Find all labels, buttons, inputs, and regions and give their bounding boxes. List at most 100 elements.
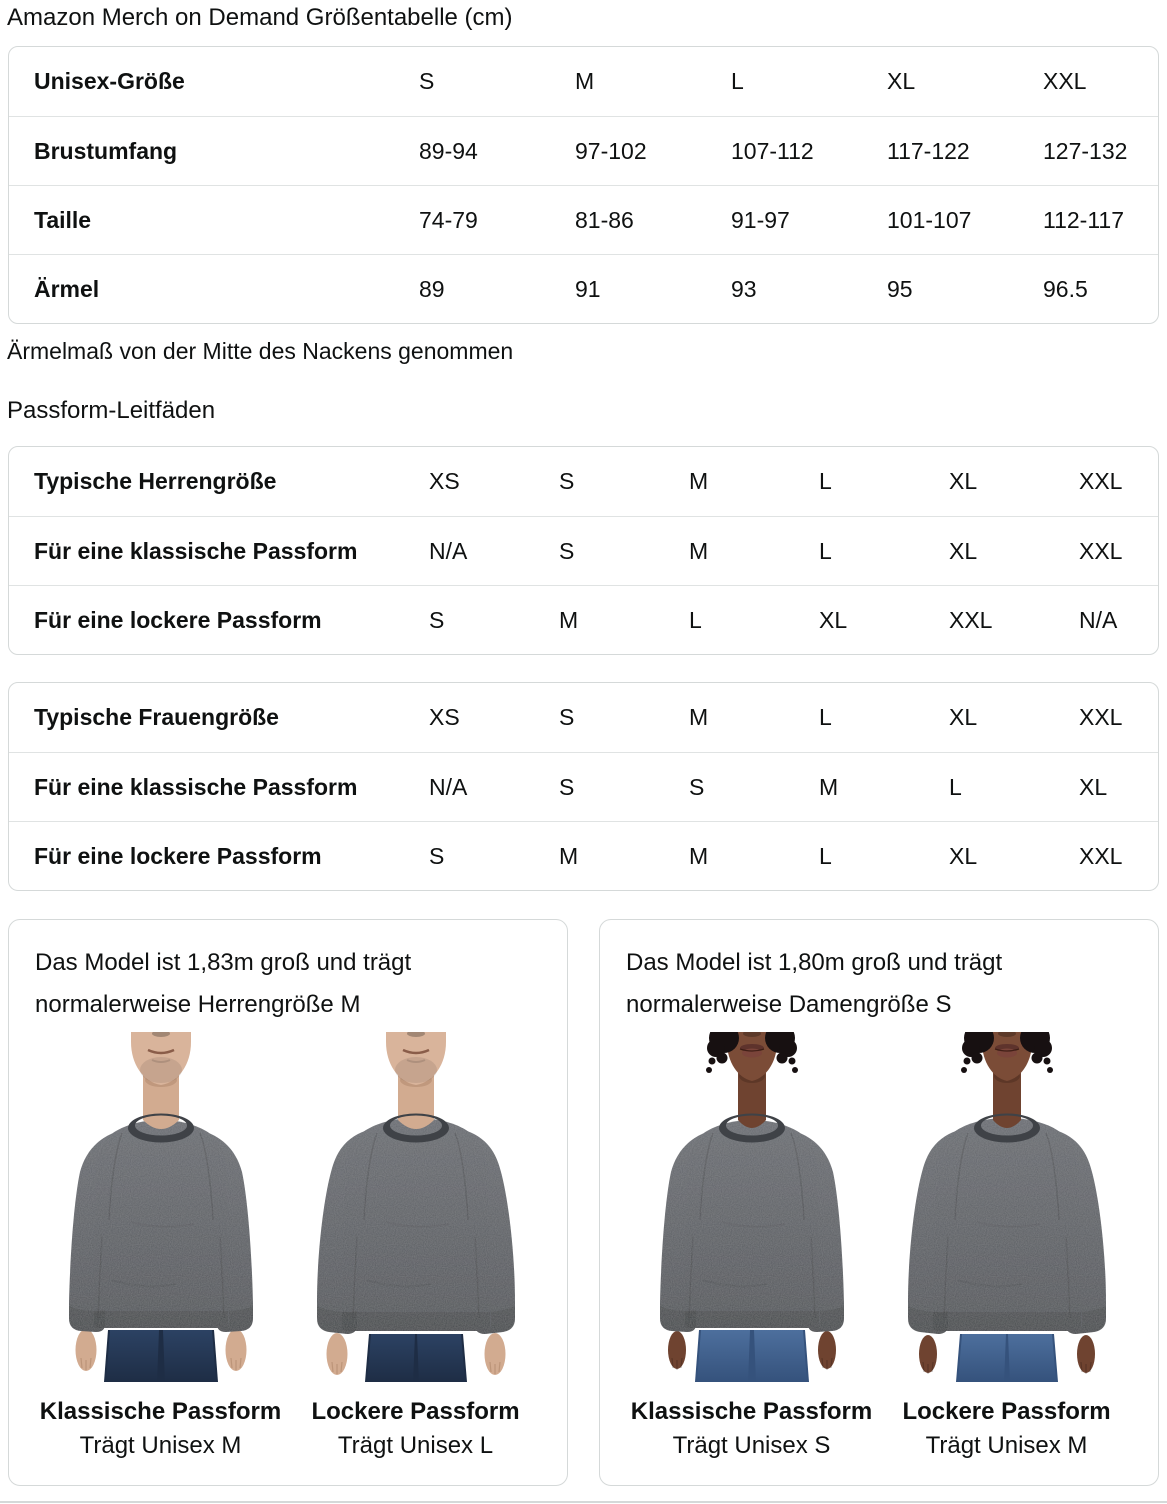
womens-fit-table: Typische Frauengröße XS S M L XL XXL Für eine k… [8, 682, 1159, 891]
size-cell: 81-86 [575, 206, 634, 233]
table-row: Ärmel 89 91 93 95 96.5 [9, 254, 1158, 323]
fit-label: Lockere Passform [311, 1398, 520, 1425]
wears-label: Trägt Unisex M [79, 1432, 242, 1459]
size-cell: 91 [575, 275, 601, 302]
size-cell: L [819, 537, 832, 564]
table-row: Typische Frauengröße XS S M L XL XXL [9, 683, 1158, 752]
size-cell: 107-112 [731, 137, 814, 164]
hair [960, 1032, 1053, 1073]
model-description: Das Model ist 1,80m groß und trägt norma… [626, 949, 1003, 1018]
womens-fit-card: Das Model ist 1,80m groß und trägt norma… [599, 919, 1159, 1486]
head [726, 1032, 777, 1128]
fit-guides-heading: Passform-Leitfäden [7, 397, 216, 424]
size-cell: XL [1079, 773, 1108, 800]
fit-label: Lockere Passform [902, 1398, 1111, 1425]
collar [718, 1113, 785, 1143]
jeans [694, 1330, 809, 1382]
model-figures: Klassische Passform Trägt Unisex S Lockere… [624, 1032, 1134, 1460]
mens-fit-card: Das Model ist 1,83m groß und trägt norma… [8, 919, 568, 1486]
size-cell: S [559, 468, 575, 494]
size-cell: M [575, 68, 595, 94]
size-cell: S [559, 773, 575, 800]
fit-label: Klassische Passform [630, 1398, 873, 1425]
row-label: Ärmel [34, 275, 100, 302]
size-cell: XL [949, 537, 978, 564]
hands [918, 1335, 1095, 1374]
table-row: Taille 74-79 81-86 91-97 101-107 112-117 [9, 185, 1158, 254]
size-cell: 89-94 [419, 137, 478, 164]
table-row: Typische Herrengröße XS S M L XL XXL [9, 447, 1158, 516]
size-cell: XXL [1043, 68, 1087, 94]
model-figure: Klassische Passform Trägt Unisex S [624, 1032, 879, 1460]
size-cell: XXL [1079, 468, 1123, 494]
row-label: Typische Herrengröße [34, 468, 277, 494]
size-cell: XXL [1079, 537, 1123, 564]
sleeve-measure-note: Ärmelmaß von der Mitte des Nackens genom… [7, 338, 514, 364]
size-cell: S [559, 704, 575, 730]
size-cell: XXL [1079, 842, 1123, 869]
model-figures: Klassische Passform Trägt Unisex M Lockere… [33, 1032, 543, 1460]
size-cell: M [819, 773, 839, 800]
size-cell: L [689, 606, 702, 633]
wears-label: Trägt Unisex M [925, 1432, 1088, 1459]
size-cell: XL [949, 704, 978, 730]
size-cell: M [689, 468, 709, 494]
row-label: Für eine lockere Passform [34, 606, 322, 633]
hands [667, 1331, 836, 1370]
model-photo [68, 1032, 253, 1382]
size-cell: 96.5 [1043, 275, 1088, 302]
size-cell: XS [429, 704, 460, 730]
jeans [955, 1334, 1058, 1382]
row-label: Für eine lockere Passform [34, 842, 322, 869]
table-row: Unisex-Größe S M L XL XXL [9, 47, 1158, 116]
head [130, 1032, 191, 1129]
size-cell: N/A [1079, 606, 1118, 633]
sweatshirt [659, 1120, 844, 1332]
jeans [103, 1330, 218, 1382]
size-cell: M [689, 842, 709, 869]
collar [127, 1113, 194, 1143]
sweatshirt [316, 1118, 515, 1334]
size-cell: 91-97 [731, 206, 790, 233]
size-cell: S [429, 842, 445, 869]
hair [705, 1032, 798, 1073]
size-cell: XS [429, 468, 460, 494]
section-divider [0, 1501, 1167, 1503]
size-cell: 101-107 [887, 206, 972, 233]
size-cell: L [949, 773, 962, 800]
size-cell: XXL [949, 606, 993, 633]
hands [326, 1333, 505, 1375]
row-label: Für eine klassische Passform [34, 773, 358, 800]
hands [75, 1329, 246, 1371]
size-cell: L [731, 68, 744, 94]
size-cell: 93 [731, 275, 757, 302]
wears-label: Trägt Unisex S [672, 1432, 831, 1459]
size-cell: 89 [419, 275, 445, 302]
table-row: Für eine lockere Passform S M M L XL XXL [9, 821, 1158, 890]
size-cell: S [419, 68, 435, 94]
size-cell: 74-79 [419, 206, 478, 233]
row-label: Unisex-Größe [34, 68, 185, 94]
size-cell: S [429, 606, 445, 633]
size-cell: XL [949, 468, 978, 494]
wears-label: Trägt Unisex L [337, 1432, 494, 1459]
row-label: Typische Frauengröße [34, 704, 279, 730]
size-cell: S [559, 537, 575, 564]
fit-model-cards: Das Model ist 1,83m groß und trägt norma… [8, 919, 1159, 1486]
head [981, 1032, 1032, 1128]
model-photo [659, 1032, 844, 1382]
size-cell: N/A [429, 773, 468, 800]
size-cell: XXL [1079, 704, 1123, 730]
fit-label: Klassische Passform [39, 1398, 282, 1425]
size-cell: M [689, 537, 709, 564]
model-figure: Lockere Passform Trägt Unisex M [879, 1032, 1134, 1460]
size-cell: XL [887, 68, 916, 94]
size-cell: 97-102 [575, 137, 647, 164]
size-cell: 117-122 [887, 137, 970, 164]
size-cell: XL [949, 842, 978, 869]
model-photo [316, 1032, 515, 1382]
size-cell: L [819, 704, 832, 730]
model-figure: Lockere Passform Trägt Unisex L [288, 1032, 543, 1460]
size-cell: XL [819, 606, 848, 633]
model-figure: Klassische Passform Trägt Unisex M [33, 1032, 288, 1460]
